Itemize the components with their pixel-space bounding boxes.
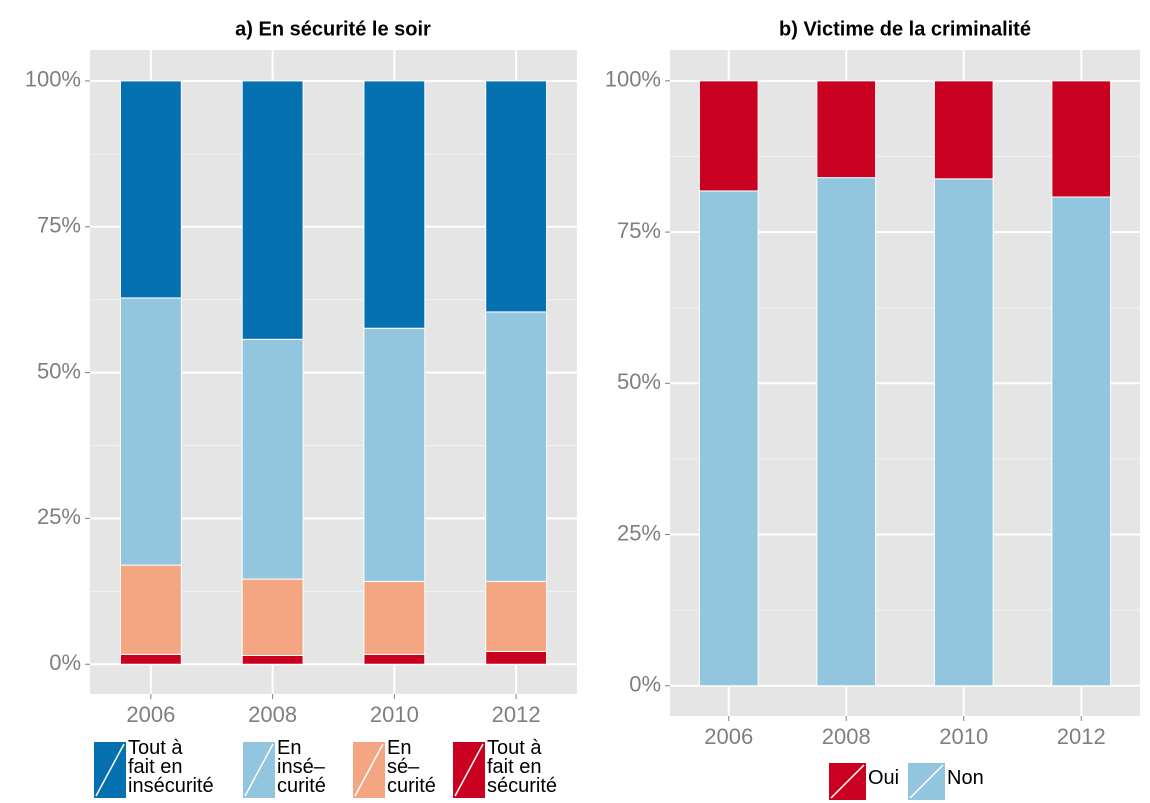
y-tick-label: 50% — [617, 369, 661, 394]
bar-segment — [1051, 80, 1112, 198]
bar-segment — [363, 80, 426, 329]
bar-segment — [485, 311, 548, 582]
y-tick-label: 25% — [617, 520, 661, 545]
legend-label: En sé– curité — [387, 737, 436, 797]
legend-label: Non — [947, 767, 984, 789]
y-tick-label: 75% — [37, 213, 81, 238]
y-tick-label: 100% — [25, 67, 81, 92]
legend-label: Oui — [868, 767, 900, 789]
y-tick-label: 50% — [37, 358, 81, 383]
x-tick-label: 2008 — [248, 702, 297, 727]
x-tick-label: 2010 — [370, 702, 419, 727]
y-tick-label: 25% — [37, 504, 81, 529]
bar-segment — [119, 564, 182, 655]
bar-segment — [485, 650, 548, 665]
legend-label: En insé– curité — [277, 737, 326, 797]
x-tick-label: 2012 — [492, 702, 541, 727]
chart-title: b) Victime de la criminalité — [779, 18, 1031, 40]
bar-segment — [119, 297, 182, 566]
bar-segment — [933, 80, 994, 180]
x-tick-label: 2008 — [822, 724, 871, 749]
x-tick-label: 2010 — [939, 724, 988, 749]
y-tick-label: 75% — [617, 218, 661, 243]
bar-segment — [241, 80, 304, 340]
x-tick-label: 2012 — [1057, 724, 1106, 749]
legend-key-slash — [244, 743, 274, 797]
bar-segment — [241, 338, 304, 580]
bar-segment — [933, 178, 994, 687]
bar-segment — [816, 177, 877, 687]
legend-key-slash — [454, 743, 484, 797]
bar-segment — [241, 578, 304, 656]
bar-segment — [698, 80, 759, 192]
legend-key-slash — [95, 743, 125, 797]
legend-key-slash — [909, 764, 944, 799]
legend-label: Tout à fait en sécurité — [487, 737, 558, 797]
legend-label: Tout à fait en insécurité — [128, 737, 214, 797]
bar-segment — [241, 655, 304, 665]
bar-segment — [363, 580, 426, 655]
legend-key-slash — [830, 764, 865, 799]
bar-segment — [363, 653, 426, 665]
bar-segment — [119, 653, 182, 665]
chart-title: a) En sécurité le soir — [235, 18, 431, 40]
bar-segment — [119, 80, 182, 299]
legend-key-slash — [354, 743, 384, 797]
y-tick-label: 100% — [605, 67, 661, 92]
bar-segment — [485, 80, 548, 313]
y-tick-label: 0% — [629, 672, 661, 697]
bar-segment — [363, 327, 426, 582]
x-tick-label: 2006 — [126, 702, 175, 727]
bar-segment — [485, 580, 548, 652]
bar-segment — [1051, 196, 1112, 687]
bar-segment — [698, 190, 759, 687]
y-tick-label: 0% — [49, 650, 81, 675]
bar-segment — [816, 80, 877, 179]
x-tick-label: 2006 — [704, 724, 753, 749]
